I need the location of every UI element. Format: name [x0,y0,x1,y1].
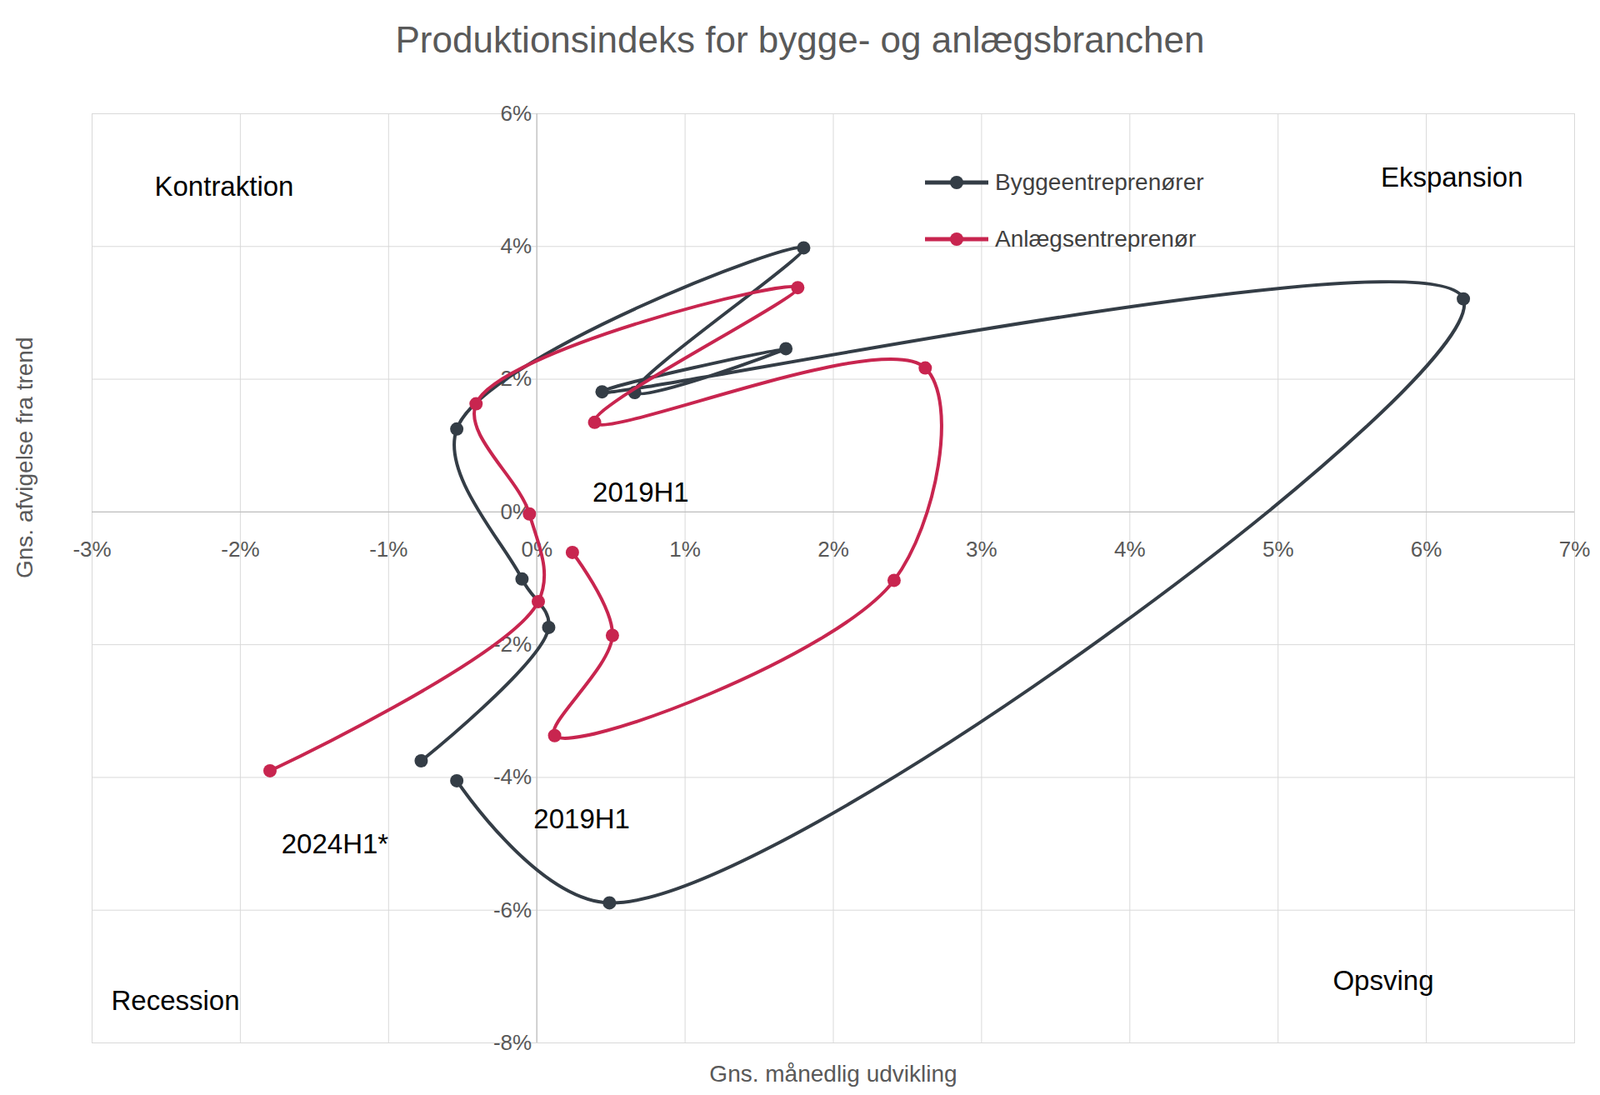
html-text:Byggeentreprenører: Byggeentreprenører [995,169,1204,195]
svg-text:6%: 6% [1410,536,1443,562]
svg-text:2019H1: 2019H1 [592,475,690,507]
svg-text:4%: 4% [1114,536,1146,562]
svg-text:Ekspansion: Ekspansion [1380,161,1524,193]
svg-text:0%: 0% [500,498,532,524]
svg-text:2019H1: 2019H1 [533,803,630,835]
svg-text:3%: 3% [965,536,998,562]
svg-text:2%: 2% [817,536,850,562]
svg-text:-2%: -2% [493,631,532,657]
svg-text:2024H1*: 2024H1* [281,828,390,860]
svg-text:Opsving: Opsving [1332,965,1434,996]
svg-text:-2%: -2% [220,536,260,562]
svg-text:Gns. månedlig udvikling: Gns. månedlig udvikling [709,1060,957,1087]
svg-text:4%: 4% [500,233,533,259]
svg-text:-4%: -4% [493,764,532,790]
svg-text:1%: 1% [669,536,701,562]
svg-text:6%: 6% [500,100,533,126]
svg-text:-8%: -8% [493,1030,532,1055]
svg-text:7%: 7% [1559,536,1591,562]
svg-text:Gns. afvigelse fra trend: Gns. afvigelse fra trend [11,337,38,579]
svg-text:0%: 0% [521,536,553,562]
svg-text:-1%: -1% [369,536,408,562]
svg-text:-6%: -6% [493,897,532,923]
html-text:Anlægsentreprenør: Anlægsentreprenør [995,225,1196,252]
svg-text:Recession: Recession [111,985,240,1016]
svg-text:2%: 2% [500,366,532,392]
svg-text:5%: 5% [1262,536,1295,562]
html-text:Produktionsindeks for bygge- o: Produktionsindeks for bygge- og anlægsbr… [395,19,1205,60]
svg-text:-3%: -3% [72,536,111,562]
svg-text:Kontraktion: Kontraktion [155,170,295,202]
